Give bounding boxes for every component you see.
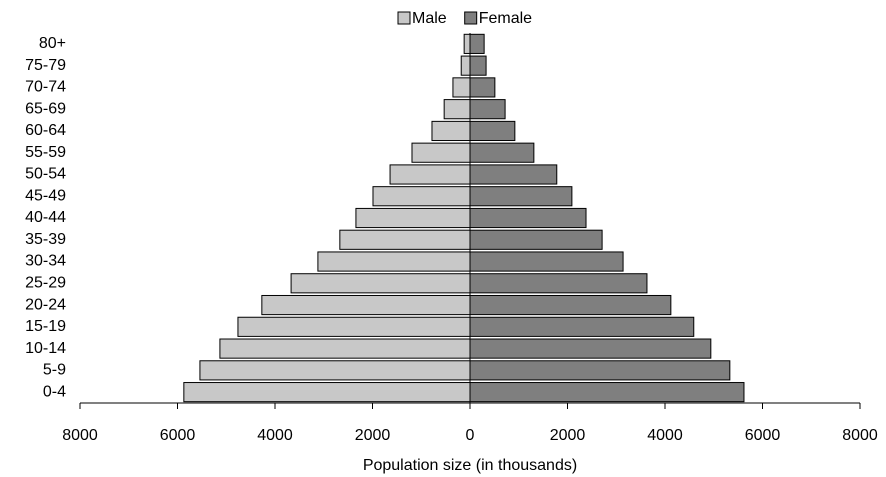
bar bbox=[469, 99, 506, 120]
legend-swatch bbox=[397, 11, 411, 25]
bar bbox=[469, 316, 695, 337]
bar bbox=[469, 207, 587, 229]
y-tick-label: 10-14 bbox=[25, 340, 66, 357]
bar bbox=[469, 294, 672, 316]
bar bbox=[463, 33, 471, 54]
y-tick-label: 0-4 bbox=[43, 383, 66, 400]
x-tick-label: 4000 bbox=[647, 427, 683, 444]
y-tick-label: 40-44 bbox=[25, 209, 66, 226]
bar bbox=[355, 207, 471, 229]
y-tick-label: 15-19 bbox=[25, 318, 66, 335]
bar bbox=[219, 338, 471, 359]
bar bbox=[469, 55, 487, 76]
bar bbox=[460, 55, 471, 76]
bar bbox=[199, 360, 471, 381]
bar bbox=[469, 120, 516, 142]
bar bbox=[339, 229, 471, 250]
bar bbox=[469, 33, 485, 54]
bar bbox=[469, 338, 712, 359]
bar bbox=[431, 120, 471, 142]
y-tick-label: 80+ bbox=[39, 35, 66, 52]
legend-label: Male bbox=[412, 10, 447, 27]
bar bbox=[411, 142, 471, 163]
y-tick-label: 30-34 bbox=[25, 253, 66, 270]
bar bbox=[469, 77, 496, 98]
y-tick-label: 20-24 bbox=[25, 296, 66, 313]
bar bbox=[469, 229, 603, 250]
x-tick-label: 4000 bbox=[257, 427, 293, 444]
bar bbox=[317, 251, 471, 272]
y-tick-label: 55-59 bbox=[25, 144, 66, 161]
x-tick-label: 8000 bbox=[62, 427, 98, 444]
x-tick-label: 0 bbox=[466, 427, 475, 444]
bar bbox=[452, 77, 471, 98]
legend-label: Female bbox=[479, 10, 532, 27]
y-tick-label: 65-69 bbox=[25, 100, 66, 117]
y-tick-label: 35-39 bbox=[25, 231, 66, 248]
bar bbox=[372, 186, 471, 207]
bar bbox=[443, 99, 471, 120]
x-tick-label: 2000 bbox=[355, 427, 391, 444]
bar bbox=[290, 273, 471, 294]
x-tick-label: 6000 bbox=[160, 427, 196, 444]
legend-swatch bbox=[464, 11, 478, 25]
bar bbox=[469, 142, 535, 163]
y-tick-label: 75-79 bbox=[25, 57, 66, 74]
x-tick-label: 2000 bbox=[550, 427, 586, 444]
bar bbox=[469, 382, 745, 403]
x-tick-label: 6000 bbox=[745, 427, 781, 444]
bar bbox=[237, 316, 471, 337]
y-tick-label: 50-54 bbox=[25, 166, 66, 183]
y-tick-label: 25-29 bbox=[25, 275, 66, 292]
y-tick-label: 60-64 bbox=[25, 122, 66, 139]
bar bbox=[469, 273, 648, 294]
bar bbox=[389, 164, 471, 185]
bar bbox=[261, 294, 471, 316]
bar bbox=[469, 251, 624, 272]
bar bbox=[469, 164, 558, 185]
bar bbox=[183, 382, 471, 403]
y-tick-label: 5-9 bbox=[43, 362, 66, 379]
y-tick-label: 45-49 bbox=[25, 187, 66, 204]
y-tick-label: 70-74 bbox=[25, 79, 66, 96]
bar bbox=[469, 360, 731, 381]
x-axis-title: Population size (in thousands) bbox=[363, 457, 577, 474]
bar bbox=[469, 186, 573, 207]
x-tick-label: 8000 bbox=[842, 427, 878, 444]
